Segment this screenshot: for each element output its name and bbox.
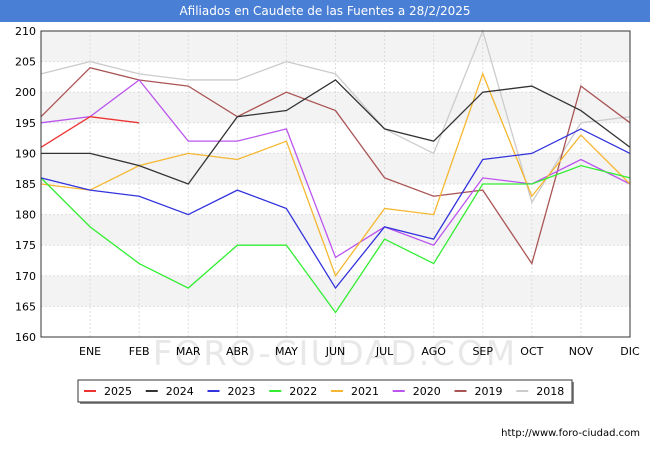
x-tick-label: AGO: [421, 345, 446, 358]
x-tick-label: JUN: [325, 345, 346, 358]
y-tick-label: 175: [15, 239, 36, 252]
y-tick-label: 210: [15, 25, 36, 38]
legend-label: 2020: [413, 385, 441, 398]
legend-label: 2019: [475, 385, 503, 398]
x-tick-label: OCT: [520, 345, 543, 358]
legend-label: 2022: [289, 385, 317, 398]
y-tick-label: 200: [15, 86, 36, 99]
series-line-2018: [40, 28, 631, 204]
y-tick-label: 170: [15, 270, 36, 283]
y-tick-label: 180: [15, 209, 36, 222]
legend-box: [77, 379, 573, 403]
x-tick-label: MAY: [275, 345, 298, 358]
x-tick-label: JUL: [375, 345, 394, 358]
legend-label: 2023: [228, 385, 256, 398]
legend-label: 2024: [166, 385, 194, 398]
legend: 2025 2024 2023 2022 2021 2020 2019 2018: [77, 379, 574, 404]
x-tick-label: FEB: [129, 345, 150, 358]
x-tick-label: ENE: [79, 345, 101, 358]
legend-label: 2018: [536, 385, 564, 398]
y-axis: 160 165 170 175 180 185 190 195 200 205 210: [15, 25, 36, 344]
series-line-2022: [40, 164, 631, 314]
y-tick-label: 205: [15, 56, 36, 69]
legend-label: 2021: [351, 385, 379, 398]
plot-border: [40, 30, 631, 338]
series-line-2024: [41, 79, 631, 185]
y-tick-label: 190: [15, 147, 36, 160]
watermark: FORO-CIUDAD.COM: [153, 334, 517, 374]
legend-label: 2025: [104, 385, 132, 398]
x-tick-label: ABR: [226, 345, 249, 358]
y-tick-label: 160: [15, 331, 36, 344]
x-axis: ENE FEB MAR ABR MAY JUN JUL AGO SEP OCT NOV DIC: [79, 345, 640, 358]
chart-title: Afiliados en Caudete de las Fuentes a 28…: [0, 0, 650, 22]
x-tick-label: MAR: [176, 345, 201, 358]
series-line-2025: [40, 116, 140, 148]
series-lines: [40, 28, 631, 314]
source-url: http://www.foro-ciudad.com: [501, 428, 640, 439]
x-tick-label: DIC: [620, 345, 640, 358]
series-line-2023: [40, 128, 631, 290]
y-tick-label: 195: [15, 117, 36, 130]
x-tick-label: NOV: [569, 345, 594, 358]
y-tick-label: 185: [15, 178, 36, 191]
y-tick-label: 165: [15, 300, 36, 313]
x-tick-label: SEP: [472, 345, 493, 358]
